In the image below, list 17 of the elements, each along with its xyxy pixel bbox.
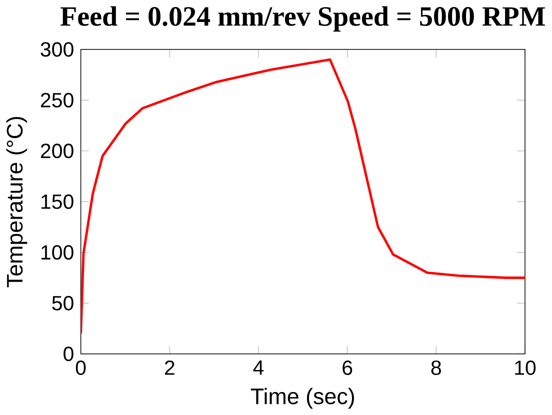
chart-title: Feed = 0.024 mm/rev Speed = 5000 RPM (60, 6, 545, 32)
x-tick-label: 4 (253, 360, 264, 375)
y-tick-label: 250 (40, 92, 74, 108)
y-tick-label: 50 (52, 296, 74, 310)
y-tick-label: 200 (40, 144, 74, 158)
line-series (80, 58, 525, 335)
y-axis-title: Temperature (°C) (6, 117, 28, 288)
x-tick-label: 0 (76, 360, 86, 376)
y-tick-label: 100 (41, 245, 74, 260)
x-tick-label: 10 (515, 360, 536, 376)
x-tick-label: 8 (431, 360, 441, 376)
y-tick-label: 300 (40, 42, 74, 57)
x-tick-label: 6 (342, 360, 352, 376)
x-axis-title: Time (sec) (250, 388, 354, 409)
x-tick-label: 2 (164, 360, 174, 375)
y-tick-label: 150 (41, 194, 74, 209)
y-tick-label: 0 (64, 346, 74, 362)
